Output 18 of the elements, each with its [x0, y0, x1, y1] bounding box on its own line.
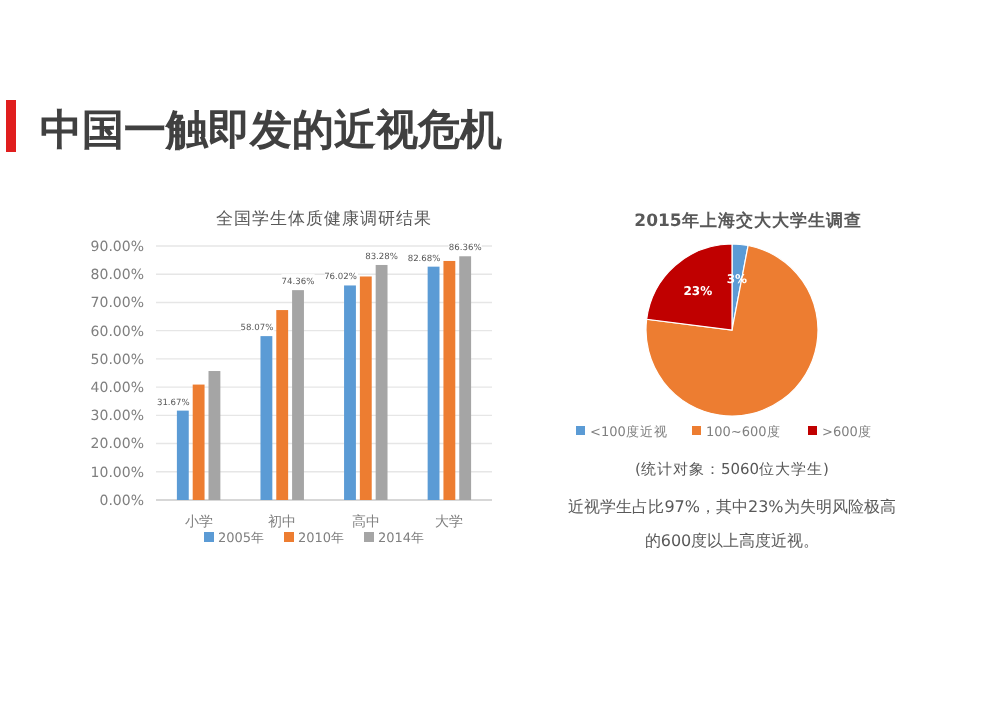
- bar: [427, 266, 440, 500]
- chart-title: 全国学生体质健康调研结果: [216, 208, 432, 230]
- chart-title: 2015年上海交大大学生调查: [634, 210, 862, 232]
- bar: [443, 260, 456, 500]
- bar: [176, 410, 189, 500]
- bar: [359, 276, 372, 500]
- pie-slice: [645, 244, 819, 417]
- bar: [375, 264, 388, 500]
- bar: [260, 336, 273, 500]
- bar: [276, 310, 289, 500]
- bar: [192, 384, 205, 500]
- text: 近视学生占比97%，其中23%为失明风险极高: [568, 498, 896, 516]
- text: 中国一触即发的近视危机: [40, 106, 502, 154]
- bar: [344, 285, 356, 500]
- bar: [459, 256, 472, 500]
- text: 的600度以上高度近视。: [644, 532, 820, 550]
- bar: [292, 290, 304, 500]
- bar: [208, 371, 221, 500]
